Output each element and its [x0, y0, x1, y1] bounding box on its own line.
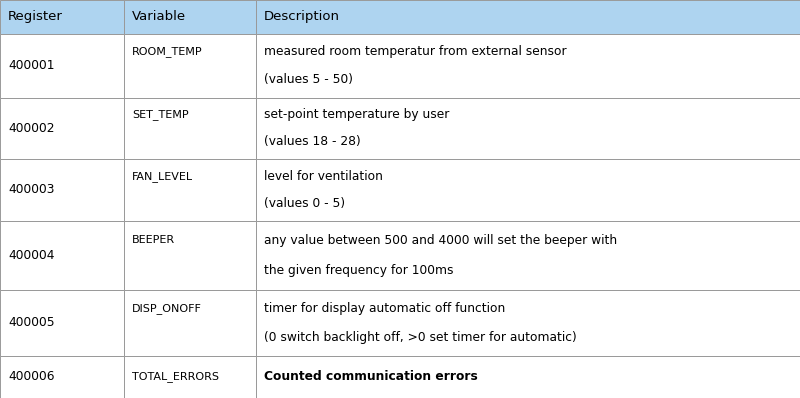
Text: DISP_ONOFF: DISP_ONOFF [132, 303, 202, 314]
Text: FAN_LEVEL: FAN_LEVEL [132, 171, 193, 182]
Bar [124, 290, 256, 355]
Text: (values 5 - 50): (values 5 - 50) [264, 73, 353, 86]
Bar [0, 355, 124, 398]
Text: level for ventilation: level for ventilation [264, 170, 383, 183]
Bar [0, 221, 124, 290]
Text: (0 switch backlight off, >0 set timer for automatic): (0 switch backlight off, >0 set timer fo… [264, 331, 577, 343]
Bar [0, 0, 124, 34]
Text: (values 0 - 5): (values 0 - 5) [264, 197, 345, 210]
Bar [124, 98, 256, 159]
Text: Description: Description [264, 10, 340, 23]
Text: set-point temperature by user: set-point temperature by user [264, 108, 450, 121]
Bar [0, 159, 124, 221]
Bar [0, 290, 124, 355]
Bar [124, 221, 256, 290]
Bar [124, 34, 256, 98]
Text: 400002: 400002 [8, 122, 54, 135]
Text: any value between 500 and 4000 will set the beeper with: any value between 500 and 4000 will set … [264, 234, 617, 247]
Text: timer for display automatic off function: timer for display automatic off function [264, 302, 506, 315]
Text: ROOM_TEMP: ROOM_TEMP [132, 46, 202, 57]
Text: 400003: 400003 [8, 183, 54, 197]
Text: 400006: 400006 [8, 370, 54, 383]
Text: Counted communication errors: Counted communication errors [264, 370, 478, 383]
Text: SET_TEMP: SET_TEMP [132, 109, 189, 120]
Bar [256, 34, 800, 98]
Text: (values 18 - 28): (values 18 - 28) [264, 135, 361, 148]
Bar [256, 290, 800, 355]
Bar [0, 34, 124, 98]
Bar [256, 159, 800, 221]
Text: Register: Register [8, 10, 63, 23]
Bar [0, 98, 124, 159]
Bar [256, 98, 800, 159]
Text: the given frequency for 100ms: the given frequency for 100ms [264, 264, 454, 277]
Text: TOTAL_ERRORS: TOTAL_ERRORS [132, 371, 219, 382]
Bar [124, 0, 256, 34]
Text: BEEPER: BEEPER [132, 235, 175, 245]
Bar [124, 355, 256, 398]
Bar [256, 0, 800, 34]
Text: 400004: 400004 [8, 249, 54, 262]
Text: 400005: 400005 [8, 316, 54, 329]
Bar [124, 159, 256, 221]
Text: measured room temperatur from external sensor: measured room temperatur from external s… [264, 45, 566, 58]
Bar [256, 355, 800, 398]
Bar [256, 221, 800, 290]
Text: 400001: 400001 [8, 59, 54, 72]
Text: Variable: Variable [132, 10, 186, 23]
